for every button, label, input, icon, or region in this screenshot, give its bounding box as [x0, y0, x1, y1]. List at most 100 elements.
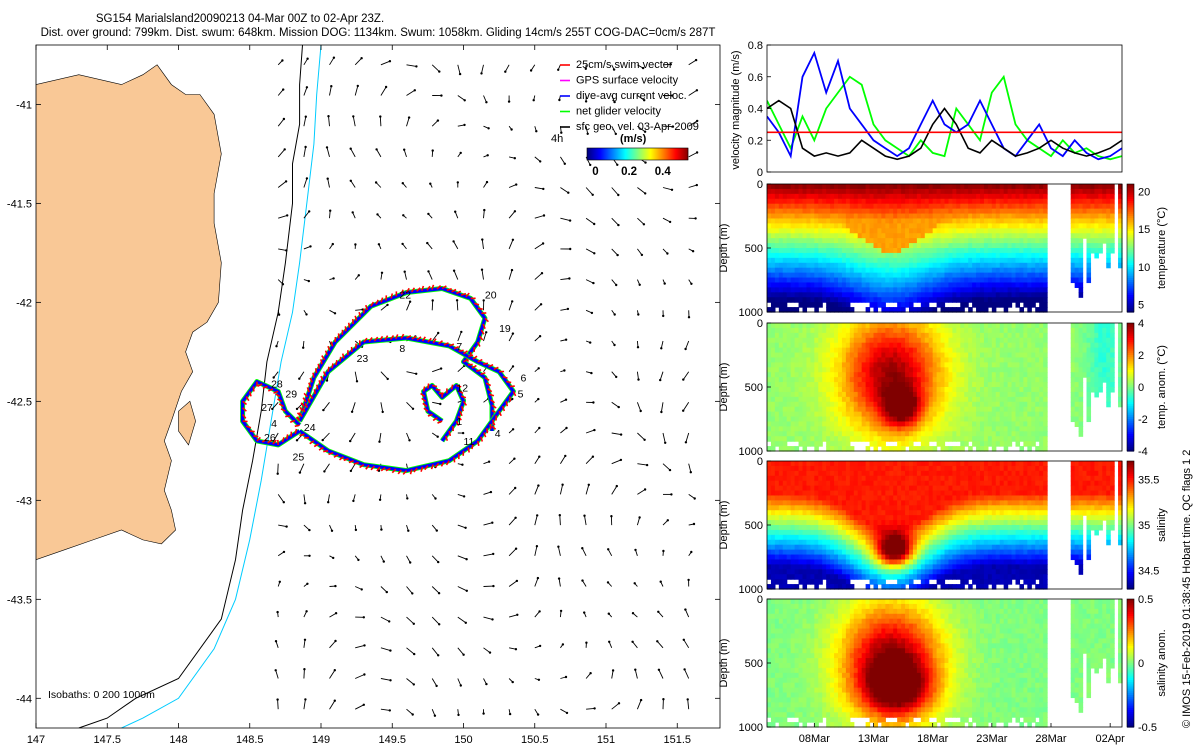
heatmap-cell — [802, 387, 808, 393]
heatmap-cell — [810, 243, 815, 249]
sfc-vector-head — [567, 191, 570, 194]
heatmap-cell — [972, 342, 977, 349]
heatmap-cell — [1031, 406, 1036, 413]
heatmap-cell — [936, 277, 942, 284]
heatmap-cell — [893, 213, 898, 220]
sfc-vector-head — [455, 299, 459, 302]
heatmap-cell — [849, 327, 855, 334]
heatmap-cell — [814, 203, 819, 210]
sfc-vector — [688, 89, 698, 96]
heatmap-cell — [802, 233, 808, 239]
colorbar-cell — [657, 148, 659, 160]
heatmap-cell — [909, 347, 914, 354]
heatmap-cell — [1031, 387, 1036, 393]
heatmap-cell — [968, 391, 973, 398]
heatmap-cell — [1019, 188, 1024, 195]
heatmap-cell — [972, 396, 977, 403]
swim-vector — [458, 390, 464, 394]
heatmap-cell — [790, 277, 796, 284]
heatmap-cell — [1003, 257, 1009, 264]
heatmap-cell — [873, 248, 879, 254]
sfc-vector-head — [656, 640, 659, 643]
heatmap-cell — [964, 282, 969, 288]
sfc-vector-head — [611, 669, 615, 672]
heatmap-cell — [995, 213, 1001, 220]
heatmap-cell — [920, 198, 926, 205]
heatmap-cell — [798, 267, 804, 274]
sfc-vector — [329, 669, 336, 679]
heatmap-cell — [987, 287, 993, 293]
track-day-label: 1 — [456, 416, 462, 428]
heatmap-cell — [798, 282, 804, 288]
heatmap-cell — [932, 292, 938, 298]
heatmap-cell — [1007, 416, 1013, 423]
heatmap-cell — [995, 396, 1001, 403]
heatmap-cell — [995, 327, 1001, 334]
heatmap-cell — [952, 357, 957, 363]
heatmap-cell — [1015, 228, 1021, 234]
heatmap-cell — [1098, 248, 1103, 254]
sfc-vector-head — [306, 582, 309, 585]
heatmap-cell — [901, 421, 906, 427]
sfc-vector-head — [513, 210, 517, 213]
heatmap-cell — [885, 267, 890, 274]
heatmap-cell — [814, 401, 819, 408]
heatmap-cell — [1110, 243, 1115, 249]
sfc-vector-head — [615, 375, 618, 379]
heatmap-cell — [1098, 243, 1103, 249]
heatmap-cell — [897, 426, 902, 432]
heatmap-cell — [1082, 203, 1088, 210]
heatmap-cell — [826, 252, 831, 259]
heatmap-cell — [995, 223, 1001, 229]
swim-vector — [343, 458, 349, 462]
heatmap-cell — [968, 243, 973, 249]
swim-vector — [347, 322, 351, 328]
heatmap-cell — [987, 272, 993, 279]
heatmap-cell — [1015, 323, 1021, 329]
sfc-vector — [483, 95, 487, 103]
heatmap-cell — [1007, 357, 1013, 363]
heatmap-cell — [952, 287, 957, 293]
heatmap-cell — [1011, 208, 1017, 215]
heatmap-cell — [810, 238, 815, 244]
heatmap-cell — [920, 401, 926, 408]
heatmap-cell — [976, 223, 981, 229]
heatmap-cell — [916, 367, 922, 373]
sfc-vector — [323, 402, 330, 411]
heatmap-cell — [1074, 267, 1080, 274]
heatmap-cell — [920, 248, 926, 254]
heatmap-cell — [1118, 188, 1123, 195]
heatmap-cell — [798, 332, 804, 339]
heatmap-cell — [1035, 272, 1040, 279]
heatmap-cell — [841, 272, 847, 279]
heatmap-cell — [1007, 287, 1013, 293]
colorbar-cell — [633, 148, 635, 160]
heatmap-cells — [767, 323, 1123, 452]
heatmap-cell — [1070, 252, 1076, 259]
heatmap-cell — [1019, 243, 1024, 249]
heatmap-cell — [1023, 332, 1028, 339]
heatmap-cell — [968, 208, 973, 215]
heatmap-cell — [841, 337, 847, 344]
heatmap-cell — [814, 382, 819, 388]
heatmap-cell — [845, 367, 851, 373]
heatmap-cell — [1015, 184, 1021, 190]
heatmap-cell — [853, 362, 859, 368]
heatmap-cell — [905, 372, 910, 378]
heatmap-cell — [1078, 252, 1084, 259]
heatmap-cell — [810, 262, 815, 269]
sfc-vector-head — [349, 439, 352, 443]
sfc-vector-head — [514, 547, 518, 550]
colorbar-cell — [608, 148, 610, 160]
heatmap-cell — [952, 332, 957, 339]
heatmap-cell — [873, 377, 879, 383]
heatmap-cell — [822, 218, 827, 224]
heatmap-cell — [767, 228, 772, 234]
heatmap-cell — [1082, 228, 1088, 234]
heatmap-cell — [841, 282, 847, 288]
heatmap-cell — [928, 337, 934, 344]
sfc-vector — [634, 669, 638, 679]
colorbar-cell — [644, 148, 646, 160]
heatmap-cell — [830, 327, 835, 334]
heatmap-cell — [1082, 208, 1088, 215]
